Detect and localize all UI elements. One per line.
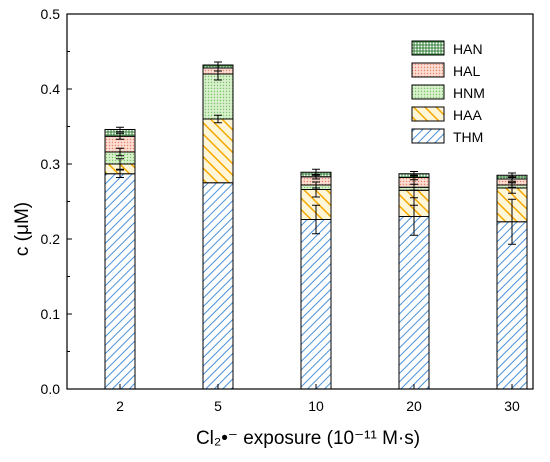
- x-tick-label: 2: [116, 398, 124, 414]
- errorbar-han-2: [116, 126, 124, 133]
- error-bars-layer: [116, 61, 516, 245]
- errorbar-hal-2: [116, 132, 124, 140]
- bar-haa-5: [202, 118, 234, 184]
- legend-label-hnm: HNM: [453, 85, 485, 101]
- y-tick-label: 0.0: [41, 381, 61, 397]
- y-tick-label: 0.5: [41, 6, 61, 22]
- bar-thm-20: [398, 216, 430, 390]
- x-tick-label: 30: [504, 398, 520, 414]
- legend-label-thm: THM: [453, 129, 483, 145]
- errorbar-hnm-20: [410, 183, 418, 191]
- x-axis-title: Cl₂•⁻ exposure (10⁻¹¹ M·s): [196, 428, 420, 449]
- errorbar-han-30: [508, 172, 516, 178]
- y-tick-label: 0.2: [41, 231, 61, 247]
- legend-swatch-han: [411, 40, 445, 56]
- legend-label-haa: HAA: [453, 107, 482, 123]
- legend-label-han: HAN: [453, 41, 483, 57]
- bar-thm-2: [104, 173, 136, 390]
- errorbar-thm-2: [116, 169, 124, 178]
- x-tick-label: 5: [214, 398, 222, 414]
- legend-swatch-hnm: [411, 84, 445, 100]
- legend-swatch-thm: [411, 128, 445, 144]
- y-tick-label: 0.3: [41, 156, 61, 172]
- bar-hnm-5: [202, 73, 234, 120]
- errorbar-thm-10: [312, 204, 320, 235]
- axes-layer: 0.0 0.1 0.2 0.3 0.4 0.5 2 5 10 20 30: [41, 6, 534, 414]
- y-axis-title: c (μM): [12, 202, 33, 256]
- errorbar-haa-2: [116, 158, 124, 170]
- bar-thm-5: [202, 182, 234, 390]
- errorbar-hnm-2: [116, 147, 124, 157]
- x-tick-label: 10: [308, 398, 324, 414]
- bar-thm-10: [300, 219, 332, 390]
- legend: HAN HAL HNM HAA THM: [411, 40, 485, 145]
- x-tick-label: 20: [406, 398, 422, 414]
- errorbar-hnm-30: [508, 182, 516, 188]
- y-tick-label: 0.4: [41, 81, 61, 97]
- legend-swatch-haa: [411, 106, 445, 122]
- bar-thm-30: [496, 221, 528, 390]
- errorbar-han-10: [312, 168, 320, 176]
- y-tick-label: 0.1: [41, 306, 61, 322]
- errorbar-thm-30: [508, 198, 516, 245]
- errorbar-han-20: [410, 171, 418, 177]
- errorbar-han-5: [214, 61, 222, 69]
- legend-label-hal: HAL: [453, 63, 480, 79]
- errorbar-hnm-10: [312, 181, 320, 189]
- legend-swatch-hal: [411, 62, 445, 78]
- errorbar-haa-5: [214, 114, 222, 124]
